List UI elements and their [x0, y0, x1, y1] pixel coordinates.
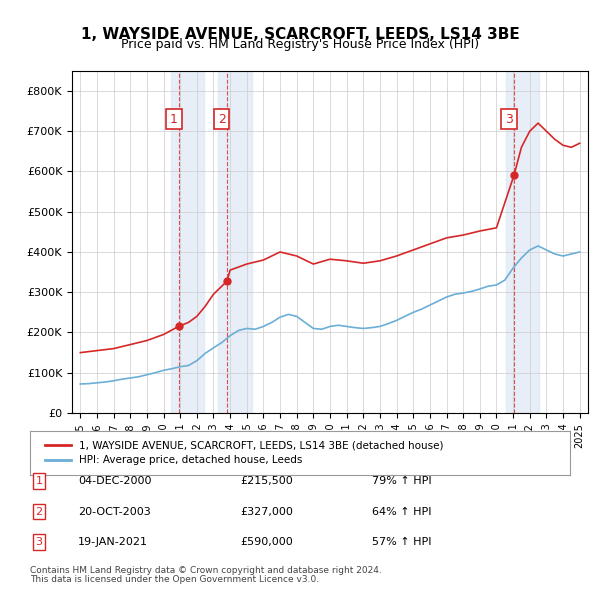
Text: 57% ↑ HPI: 57% ↑ HPI — [372, 537, 431, 547]
Text: 1: 1 — [170, 113, 178, 126]
Text: Contains HM Land Registry data © Crown copyright and database right 2024.: Contains HM Land Registry data © Crown c… — [30, 566, 382, 575]
Text: 3: 3 — [35, 537, 43, 547]
Text: 19-JAN-2021: 19-JAN-2021 — [78, 537, 148, 547]
Text: 3: 3 — [505, 113, 513, 126]
Text: 2: 2 — [35, 507, 43, 516]
Bar — [218, 71, 252, 413]
Text: 64% ↑ HPI: 64% ↑ HPI — [372, 507, 431, 516]
Legend: 1, WAYSIDE AVENUE, SCARCROFT, LEEDS, LS14 3BE (detached house), HPI: Average pri: 1, WAYSIDE AVENUE, SCARCROFT, LEEDS, LS1… — [41, 436, 448, 470]
Text: 20-OCT-2003: 20-OCT-2003 — [78, 507, 151, 516]
Bar — [506, 71, 539, 413]
Text: £327,000: £327,000 — [240, 507, 293, 516]
Bar — [170, 71, 204, 413]
Text: £215,500: £215,500 — [240, 476, 293, 486]
Text: 2: 2 — [218, 113, 226, 126]
Text: This data is licensed under the Open Government Licence v3.0.: This data is licensed under the Open Gov… — [30, 575, 319, 584]
Text: 04-DEC-2000: 04-DEC-2000 — [78, 476, 151, 486]
Text: 1: 1 — [35, 476, 43, 486]
Text: 1, WAYSIDE AVENUE, SCARCROFT, LEEDS, LS14 3BE: 1, WAYSIDE AVENUE, SCARCROFT, LEEDS, LS1… — [80, 27, 520, 41]
Text: £590,000: £590,000 — [240, 537, 293, 547]
Text: Price paid vs. HM Land Registry's House Price Index (HPI): Price paid vs. HM Land Registry's House … — [121, 38, 479, 51]
Text: 79% ↑ HPI: 79% ↑ HPI — [372, 476, 431, 486]
